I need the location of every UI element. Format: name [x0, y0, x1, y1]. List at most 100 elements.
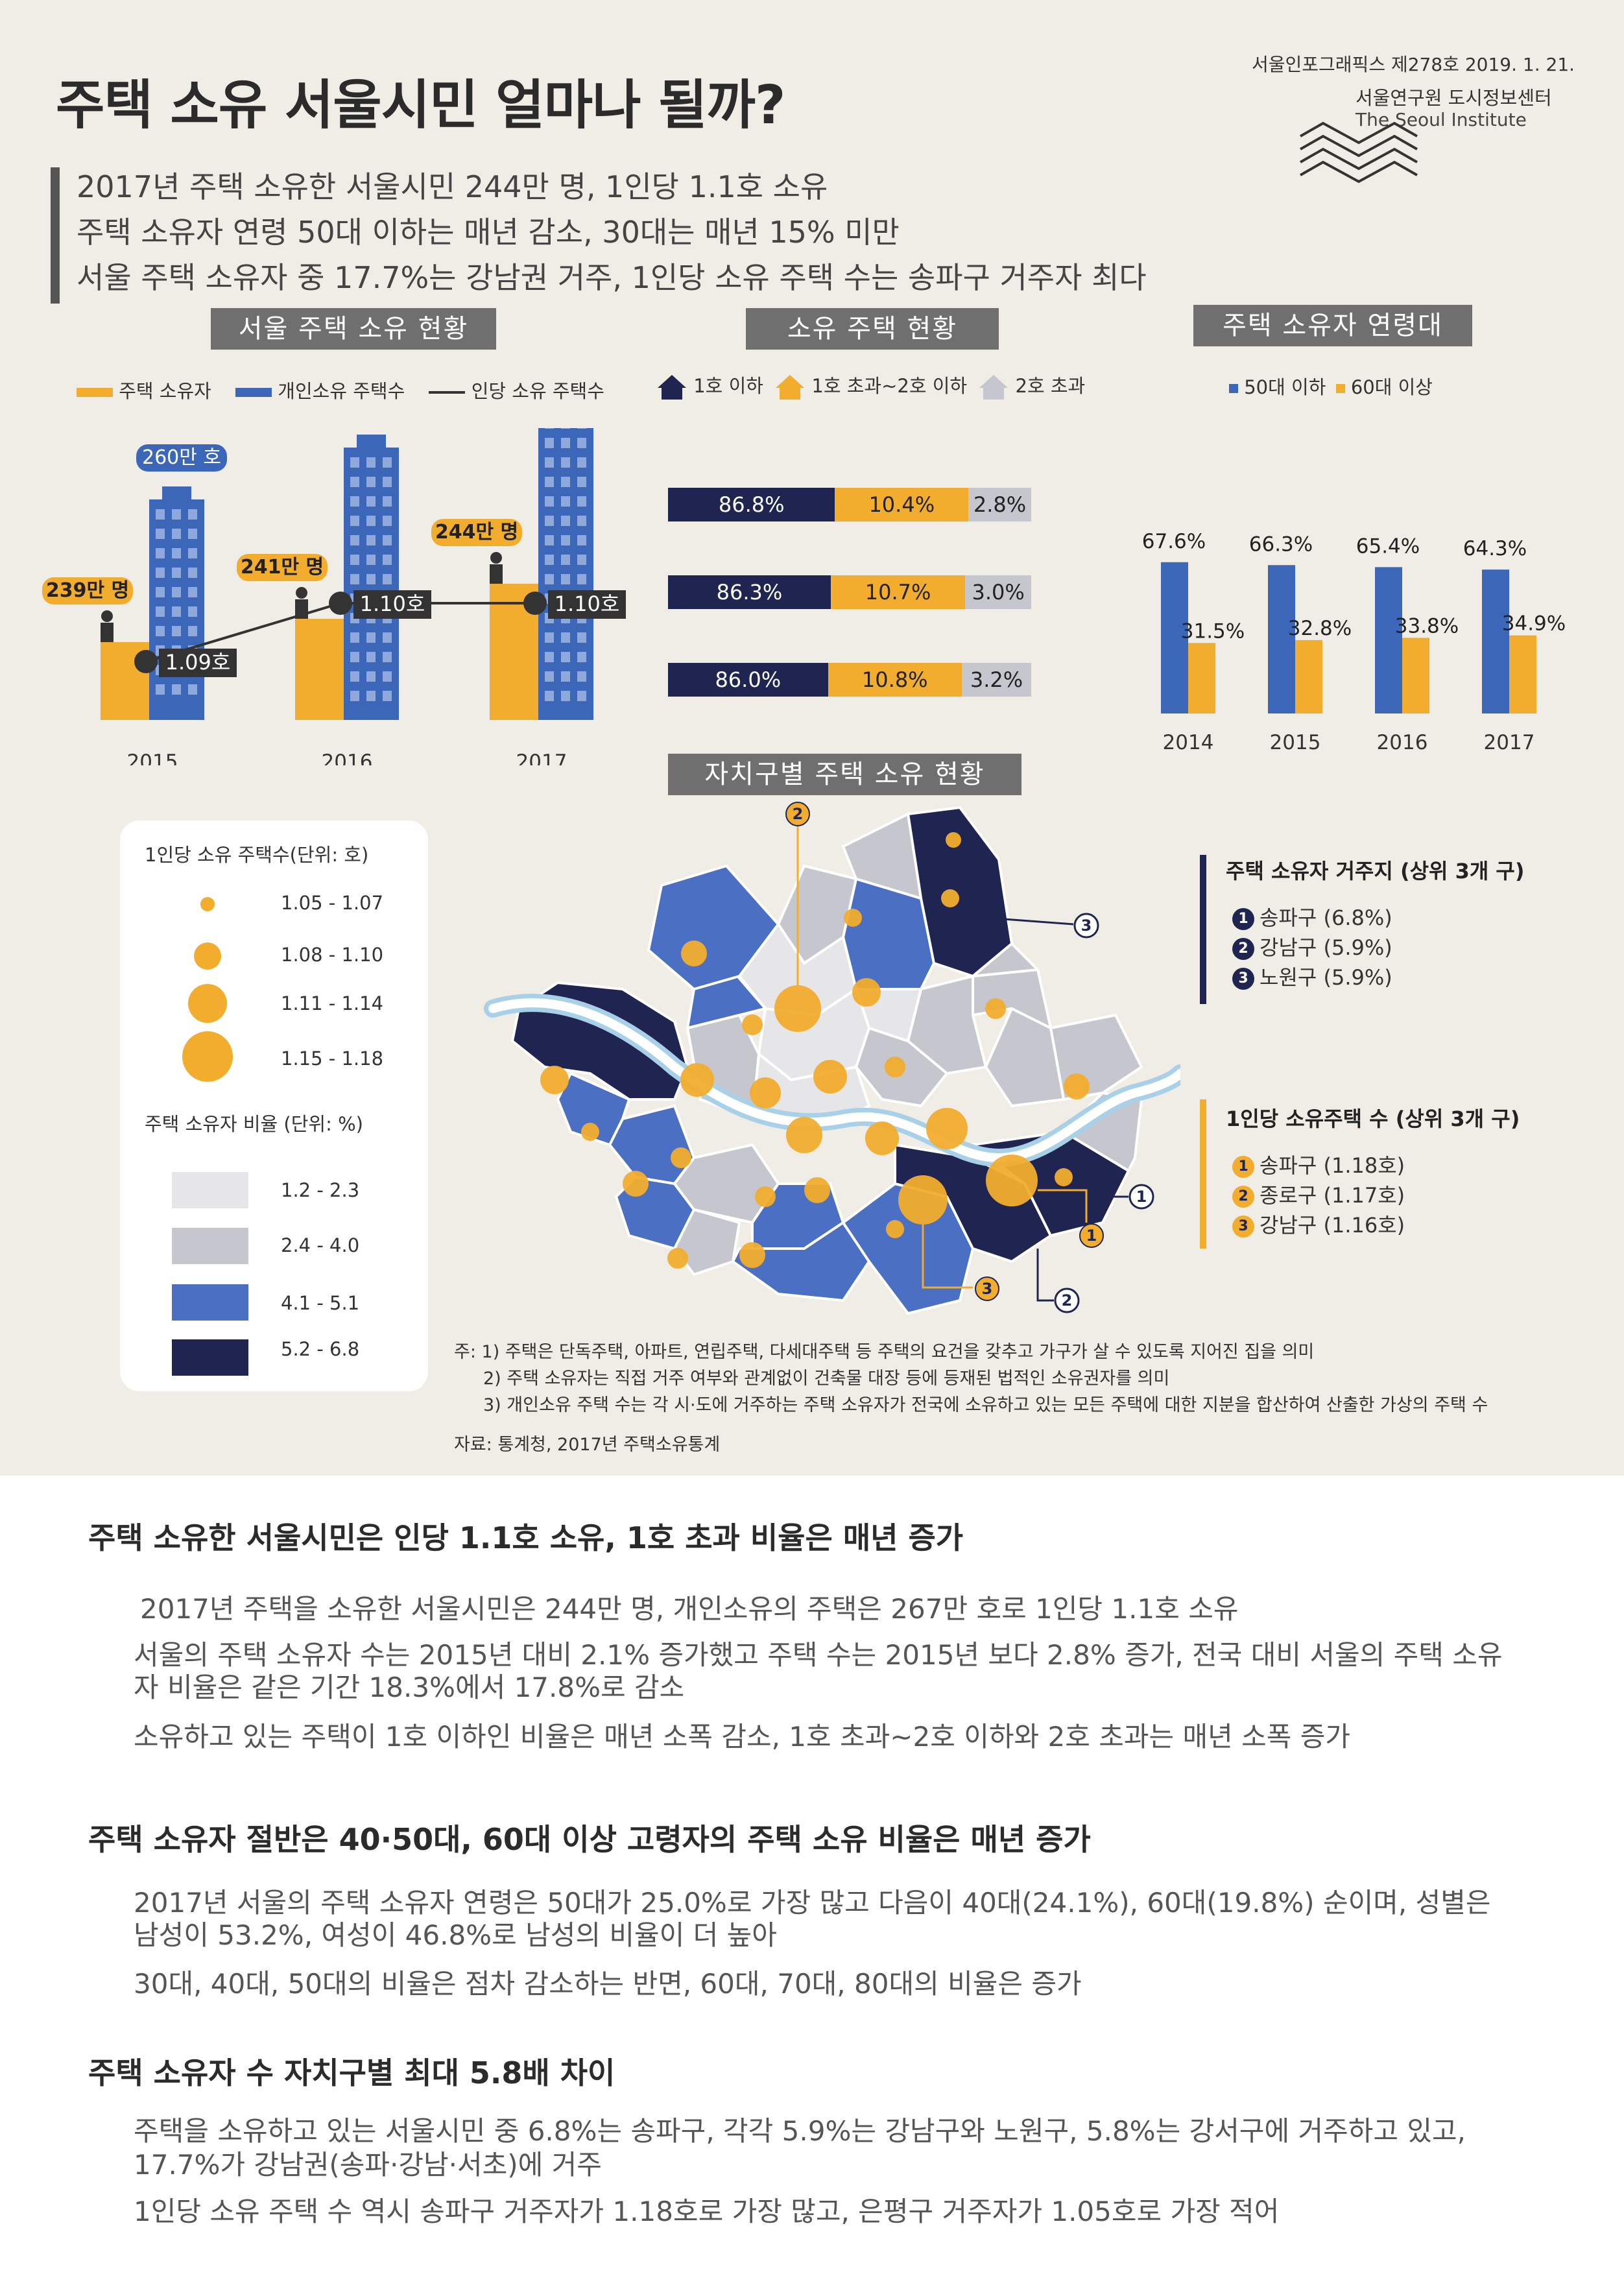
legend-fill-4 [172, 1339, 248, 1376]
legend-circle-label-3: 1.11 - 1.14 [281, 992, 384, 1014]
window [172, 548, 181, 558]
age-bar-under50-2015 [1268, 565, 1295, 713]
window [366, 671, 376, 682]
stacked-segment-3-2: 10.8% [828, 663, 962, 697]
age-label-under50-2014: 67.6% [1142, 530, 1206, 553]
window [156, 568, 165, 578]
bubble-seongdong [926, 1108, 968, 1149]
chart-owner-age: 67.6% 31.5% 2014 66.3% 32.8% 2015 65.4% 33.8% 20… [1142, 530, 1566, 754]
stacked-segment-3-3: 3.2% [961, 663, 1031, 697]
age-year-label-2015: 2015 [1270, 731, 1321, 754]
age-bar-over60-2016 [1402, 638, 1429, 713]
window [172, 568, 181, 578]
house-bar-top-2015 [162, 486, 191, 499]
bubble-songpa [986, 1155, 1038, 1206]
window [577, 574, 586, 584]
window [156, 529, 165, 539]
window [545, 574, 554, 584]
legend-fill-title: 주택 소유자 비율 (단위: %) [145, 1113, 363, 1135]
leader-nowon [985, 916, 1074, 926]
window [172, 684, 181, 695]
district-eunpyeong [647, 864, 780, 991]
window [172, 529, 181, 539]
rank2-item-1: 1 송파구 (1.18호) [1232, 1149, 1405, 1179]
window [350, 496, 359, 507]
window [577, 632, 586, 643]
window [577, 438, 586, 448]
window [383, 496, 392, 507]
leader-gangnam-rank [1036, 1249, 1054, 1302]
rank2-item-2: 2 종로구 (1.17호) [1232, 1179, 1405, 1209]
window [383, 457, 392, 468]
owner-callout-bg-2017 [431, 519, 522, 546]
window [383, 477, 392, 487]
window [577, 496, 586, 507]
stacked-segment-1-3: 2.8% [968, 488, 1031, 521]
window [366, 574, 376, 584]
section-title-age: 주택 소유자 연령대 [1193, 305, 1472, 346]
year-label-2015: 2015 [127, 750, 178, 765]
window [366, 555, 376, 565]
window [350, 457, 359, 468]
legend-fill-1 [172, 1172, 248, 1208]
district-gangseo-south [556, 1072, 631, 1147]
window [383, 632, 392, 643]
window [577, 691, 586, 701]
stacked-segment-2-1: 86.3% [668, 575, 831, 609]
year-label-2016: 2016 [322, 750, 373, 765]
legend-circle-title: 1인당 소유 주택수(단위: 호) [145, 844, 369, 866]
owner-callout-2017: 244만 명 [435, 521, 518, 544]
owner-callout-2015: 239만 명 [46, 579, 129, 602]
rank1-text-1: 송파구 (6.8%) [1260, 905, 1392, 930]
legend-fill-label-2: 2.4 - 4.0 [281, 1234, 360, 1256]
age-label-over60-2016: 33.8% [1395, 614, 1459, 638]
stacked-segment-2-2: 10.7% [830, 575, 966, 609]
summary-bar [51, 167, 60, 304]
stacked-bar-row-1: 86.8% 10.4% 2.8% [668, 488, 1031, 521]
bubble-gangdong [1064, 1073, 1090, 1099]
ratio-label-2016: 1.10호 [360, 592, 425, 616]
bubble-dobong [844, 909, 862, 927]
district-dobong [841, 811, 923, 900]
rank2-num-2: 2 [1232, 1186, 1254, 1208]
window [350, 632, 359, 643]
legend-circle-label-2: 1.08 - 1.10 [281, 944, 384, 966]
ratio-label-bg-2015 [159, 649, 237, 677]
section-title-status: 서울 주택 소유 현황 [211, 308, 496, 350]
window [188, 684, 197, 695]
window [156, 509, 165, 520]
legend-owned: 1호 이하 1호 초과~2호 이하 2호 초과 [656, 371, 1085, 401]
page-title: 주택 소유 서울시민 얼마나 될까? [56, 75, 785, 136]
window [383, 691, 392, 701]
window [366, 457, 376, 468]
bubble-gwanak-n [804, 1177, 830, 1203]
summary-line-1: 2017년 주택 소유한 서울시민 244만 명, 1인당 1.1호 소유 [77, 169, 828, 204]
leader-songpa [1038, 1189, 1088, 1223]
bubble-nowon [941, 889, 959, 907]
window [188, 568, 197, 578]
marker-orange-1 [1079, 1223, 1104, 1248]
age-label-over60-2015: 32.8% [1288, 617, 1352, 640]
window [561, 691, 570, 701]
age-year-label-2016: 2016 [1377, 731, 1428, 754]
rank2-text-2: 종로구 (1.17호) [1260, 1183, 1405, 1208]
ratio-label-bg-2017 [548, 590, 626, 619]
chart-owned-houses: 86.8% 10.4% 2.8% 86.3% 10.7% 3.0% 86.0% 10.8% 3.… [668, 488, 1083, 702]
window [366, 496, 376, 507]
source-note: 자료: 통계청, 2017년 주택소유통계 [454, 1435, 721, 1455]
window [172, 587, 181, 597]
window [156, 587, 165, 597]
marker-navy-1-label: 1 [1136, 1188, 1147, 1206]
window [561, 555, 570, 565]
window [383, 671, 392, 682]
bubble-seodaemun [750, 1077, 781, 1108]
legend-fill-2 [172, 1228, 248, 1264]
legend-circle-1 [200, 897, 215, 911]
window [545, 652, 554, 662]
window [366, 516, 376, 526]
window [561, 671, 570, 682]
legend-fill-label-1: 1.2 - 2.3 [281, 1179, 360, 1201]
window [561, 535, 570, 545]
age-year-label-2014: 2014 [1163, 731, 1214, 754]
rank2-title: 1인당 소유주택 수 (상위 3개 구) [1226, 1107, 1520, 1131]
